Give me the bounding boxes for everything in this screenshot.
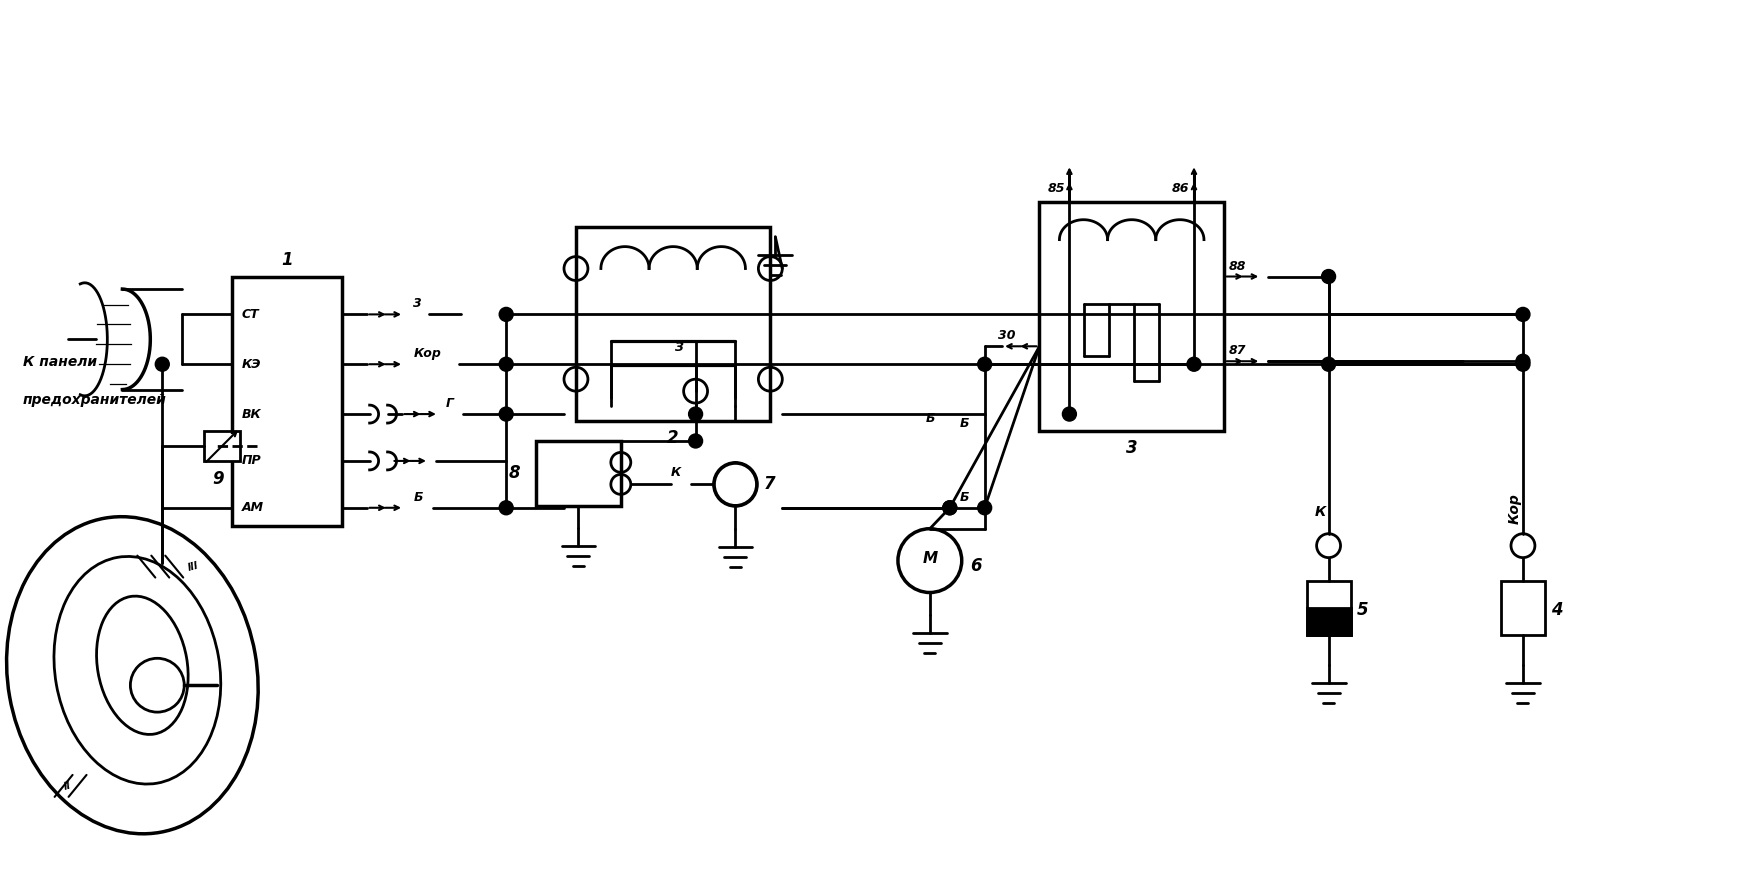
Circle shape: [1186, 357, 1200, 371]
Text: 30: 30: [998, 329, 1016, 343]
Circle shape: [1322, 270, 1336, 284]
Text: 2: 2: [667, 429, 679, 447]
Text: Б: Б: [414, 491, 422, 504]
Text: 3: 3: [414, 298, 422, 310]
Text: К панели: К панели: [23, 356, 97, 369]
Text: Кор: Кор: [414, 347, 442, 360]
Text: К: К: [1315, 505, 1327, 519]
Bar: [537, 441, 621, 505]
Text: ПР: ПР: [243, 455, 262, 468]
Text: предохранителей: предохранителей: [23, 393, 167, 407]
Text: Г: Г: [445, 397, 454, 410]
Circle shape: [1515, 307, 1529, 321]
Bar: [1306, 609, 1350, 635]
Text: 1: 1: [282, 251, 292, 269]
Text: СТ: СТ: [243, 307, 260, 321]
Text: 7: 7: [764, 476, 774, 493]
Circle shape: [500, 307, 514, 321]
Bar: [1501, 581, 1545, 635]
Bar: [1306, 581, 1350, 635]
Text: 5: 5: [1357, 602, 1368, 619]
Text: З: З: [674, 342, 683, 354]
Circle shape: [1515, 354, 1529, 368]
Circle shape: [713, 463, 757, 506]
Circle shape: [943, 501, 957, 515]
Text: М: М: [922, 551, 938, 566]
Text: Кор: Кор: [1508, 493, 1522, 524]
Circle shape: [1063, 407, 1077, 421]
Text: КЭ: КЭ: [243, 357, 262, 371]
Text: ВК: ВК: [243, 407, 262, 420]
Text: III: III: [187, 560, 201, 573]
Circle shape: [1515, 357, 1529, 371]
Text: 87: 87: [1228, 344, 1246, 357]
Text: Б: Б: [926, 412, 935, 425]
Circle shape: [500, 501, 514, 515]
Text: 9: 9: [213, 470, 224, 488]
Circle shape: [716, 465, 755, 504]
Circle shape: [500, 357, 514, 371]
Circle shape: [688, 407, 702, 421]
Circle shape: [979, 501, 991, 515]
Bar: [232, 277, 341, 526]
Text: 3: 3: [1126, 439, 1137, 457]
Text: 8: 8: [509, 464, 519, 483]
Bar: [576, 227, 771, 421]
Circle shape: [500, 407, 514, 421]
Bar: [204, 431, 239, 461]
Text: 6: 6: [970, 556, 982, 575]
Text: Б: Б: [961, 417, 970, 430]
Circle shape: [1322, 357, 1336, 371]
Circle shape: [688, 434, 702, 448]
Circle shape: [979, 357, 991, 371]
Text: Б: Б: [961, 491, 970, 504]
Text: 86: 86: [1172, 182, 1190, 194]
Text: 88: 88: [1228, 259, 1246, 272]
Text: АМ: АМ: [243, 501, 264, 514]
Text: 4: 4: [1551, 602, 1563, 619]
Circle shape: [155, 357, 169, 371]
Circle shape: [943, 501, 957, 515]
Text: К: К: [671, 466, 681, 479]
Bar: [1040, 201, 1223, 431]
Text: II: II: [63, 781, 72, 792]
Text: 85: 85: [1047, 182, 1065, 194]
